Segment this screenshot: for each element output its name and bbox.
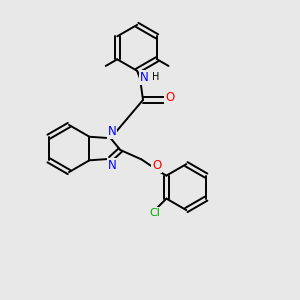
Text: H: H — [152, 72, 160, 82]
Text: O: O — [152, 159, 161, 172]
Text: O: O — [165, 91, 174, 104]
Text: Cl: Cl — [149, 208, 160, 218]
Text: N: N — [108, 159, 116, 172]
Text: N: N — [108, 125, 116, 138]
Text: N: N — [140, 71, 149, 84]
